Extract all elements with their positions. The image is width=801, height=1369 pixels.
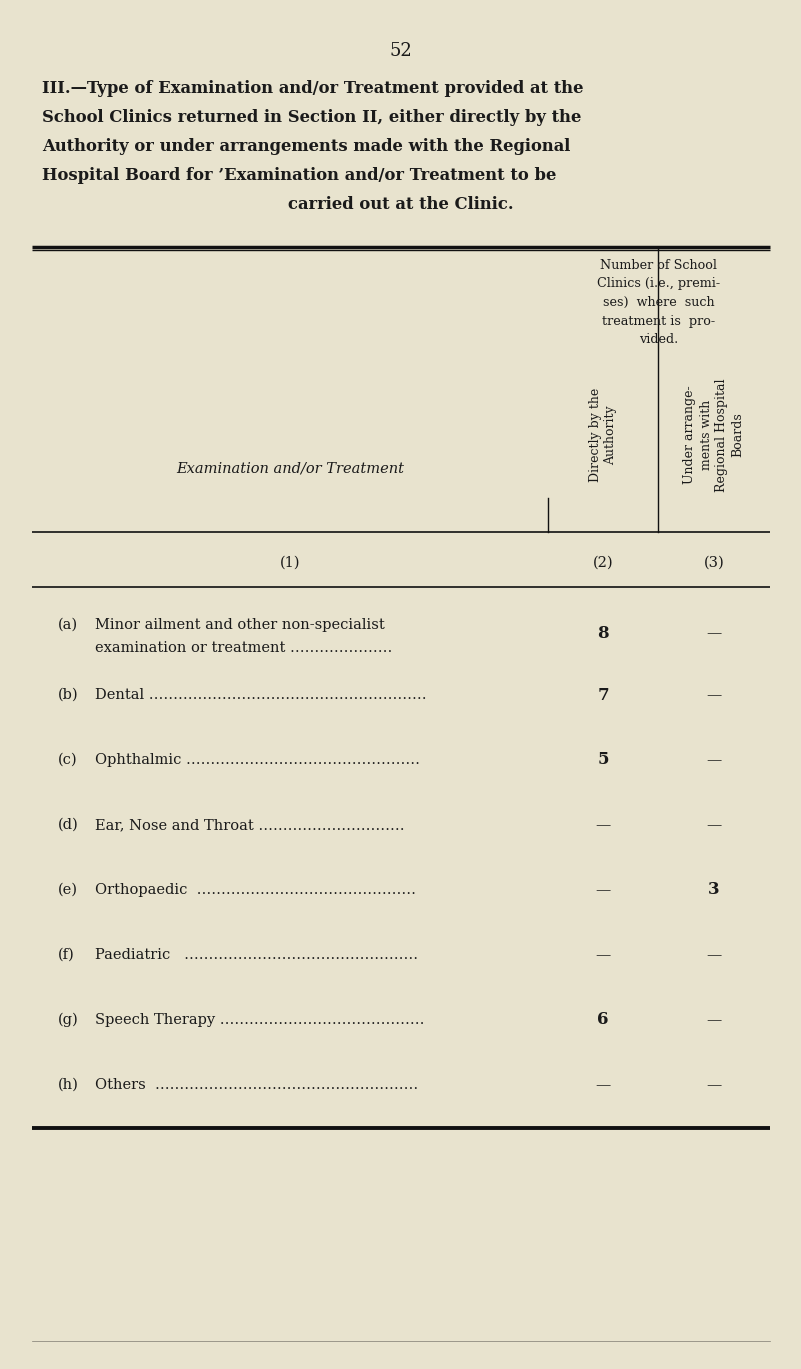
- Text: Others  ………………………………………………: Others ………………………………………………: [95, 1077, 418, 1092]
- Text: Speech Therapy ……………………………………: Speech Therapy ……………………………………: [95, 1013, 425, 1027]
- Text: —: —: [595, 947, 610, 962]
- Text: —: —: [595, 819, 610, 832]
- Text: Ear, Nose and Throat …………………………: Ear, Nose and Throat …………………………: [95, 819, 405, 832]
- Text: 5: 5: [598, 752, 609, 768]
- Text: —: —: [595, 883, 610, 897]
- Text: Directly by the
Authority: Directly by the Authority: [589, 387, 618, 482]
- Text: Under arrange-
ments with
Regional Hospital
Boards: Under arrange- ments with Regional Hospi…: [683, 378, 744, 491]
- Text: —: —: [706, 626, 722, 639]
- Text: Authority or under arrangements made with the Regional: Authority or under arrangements made wit…: [42, 138, 570, 155]
- Text: III.—Type of Examination and/or Treatment provided at the: III.—Type of Examination and/or Treatmen…: [42, 79, 583, 97]
- Text: —: —: [706, 1013, 722, 1027]
- Text: (a): (a): [58, 617, 78, 632]
- Text: (b): (b): [58, 689, 78, 702]
- Text: Orthopaedic  ………………………………………: Orthopaedic ………………………………………: [95, 883, 416, 897]
- Text: (3): (3): [703, 556, 724, 570]
- Text: 6: 6: [598, 1012, 609, 1028]
- Text: 3: 3: [708, 882, 720, 898]
- Text: (h): (h): [58, 1077, 78, 1092]
- Text: School Clinics returned in Section II, either directly by the: School Clinics returned in Section II, e…: [42, 110, 582, 126]
- Text: (g): (g): [58, 1013, 78, 1027]
- Text: 52: 52: [389, 42, 412, 60]
- Text: —: —: [706, 1077, 722, 1092]
- Text: —: —: [706, 689, 722, 702]
- Text: Examination and/or Treatment: Examination and/or Treatment: [176, 461, 404, 475]
- Text: —: —: [706, 753, 722, 767]
- Text: Minor ailment and other non-specialist: Minor ailment and other non-specialist: [95, 617, 384, 632]
- Text: examination or treatment …………………: examination or treatment …………………: [95, 641, 392, 654]
- Text: Number of School
Clinics (i.e., premi-
ses)  where  such
treatment is  pro-
vide: Number of School Clinics (i.e., premi- s…: [598, 259, 721, 346]
- Text: 7: 7: [598, 686, 609, 704]
- Text: Dental …………………………………………………: Dental …………………………………………………: [95, 689, 427, 702]
- Text: Ophthalmic …………………………………………: Ophthalmic …………………………………………: [95, 753, 420, 767]
- Text: —: —: [595, 1077, 610, 1092]
- Text: Paediatric   …………………………………………: Paediatric …………………………………………: [95, 947, 418, 962]
- Text: (c): (c): [58, 753, 78, 767]
- Text: (d): (d): [58, 819, 78, 832]
- Text: —: —: [706, 819, 722, 832]
- Text: —: —: [706, 947, 722, 962]
- Text: 8: 8: [598, 624, 609, 642]
- Text: (f): (f): [58, 947, 74, 962]
- Text: Hospital Board for ’Examination and/or Treatment to be: Hospital Board for ’Examination and/or T…: [42, 167, 557, 183]
- Text: (1): (1): [280, 556, 300, 570]
- Text: carried out at the Clinic.: carried out at the Clinic.: [288, 196, 513, 214]
- Text: (2): (2): [593, 556, 614, 570]
- Text: (e): (e): [58, 883, 78, 897]
